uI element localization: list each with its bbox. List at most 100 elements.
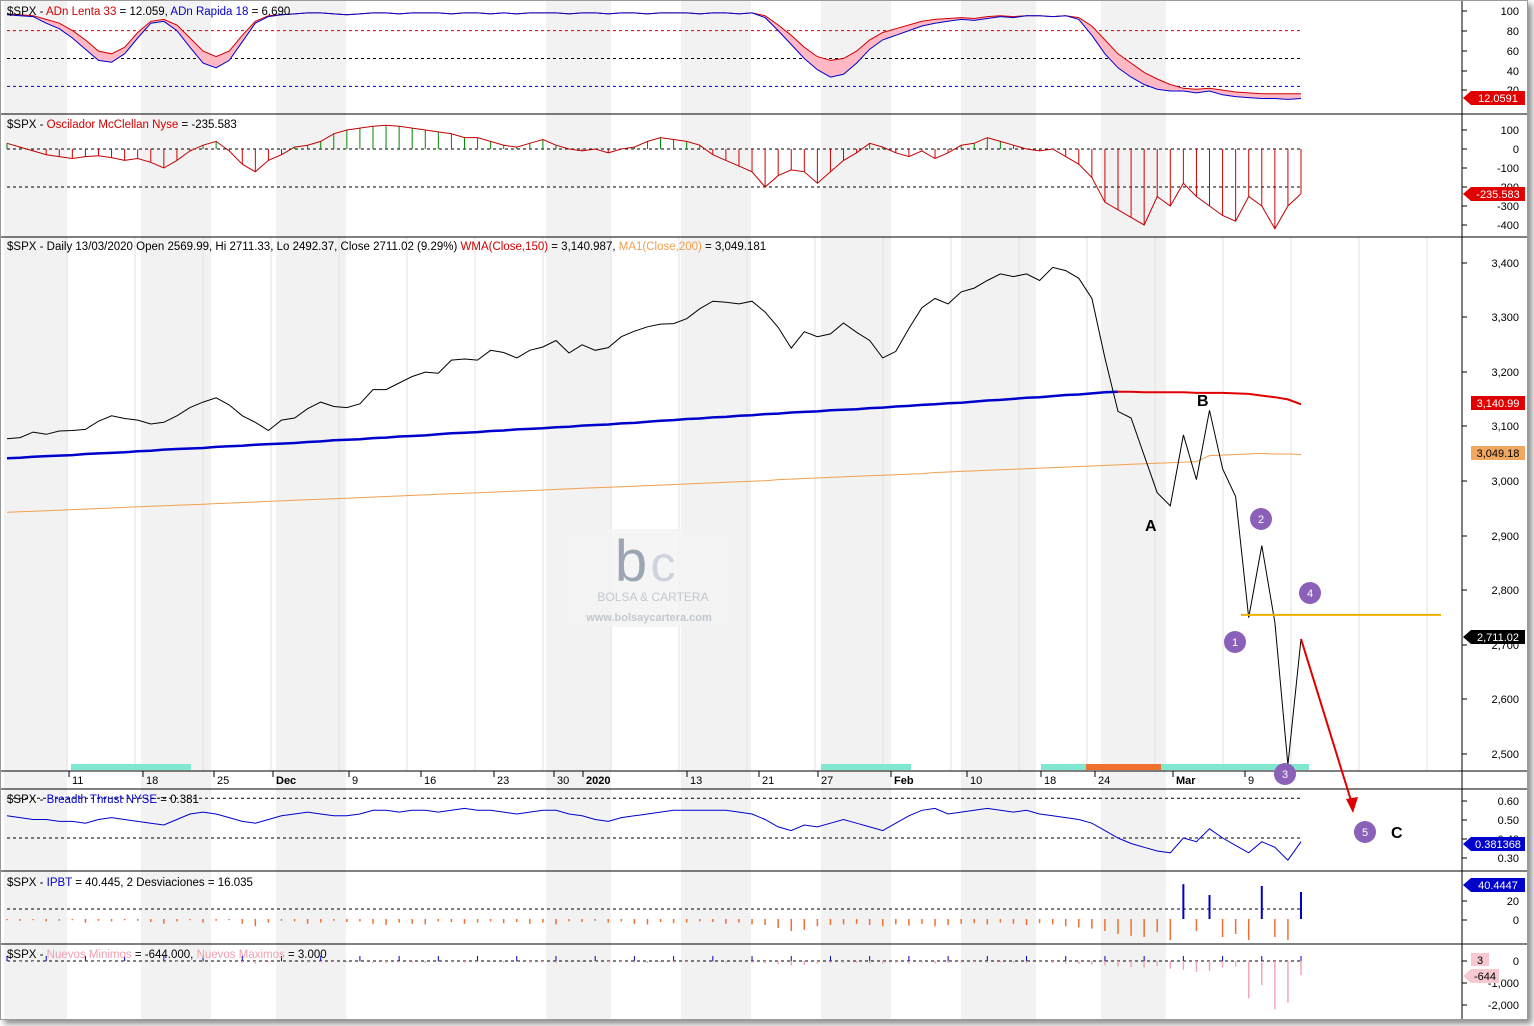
label-wave-a: A [1145,518,1157,535]
date-tick-label: 30 [557,775,569,787]
wave-marker-label: 1 [1232,637,1238,649]
adn-badge: 12.0591 [1463,91,1525,105]
date-tick-label: 9 [1248,775,1254,787]
svg-text:12.0591: 12.0591 [1478,93,1518,105]
nuevos-badges: 3 -644 [1463,953,1499,983]
watermark-name: BOLSA & CARTERA [597,590,708,604]
svg-text:-644: -644 [1474,971,1496,983]
price-line [6,266,1302,766]
nuevos-tick-label: 0 [1513,956,1519,968]
price-tick-label: 3,100 [1491,421,1519,433]
price-panel [6,266,1441,813]
mcclellan-badge: -235.583 [1463,187,1525,201]
period-highlight-bar [1086,764,1161,770]
watermark-logo-b: b [615,529,647,594]
mcclellan-panel [6,124,1302,230]
mcclellan-tick-label: 100 [1501,125,1519,137]
date-tick-label: 2020 [586,775,610,787]
nuevos-panel [6,956,1302,1010]
nuevos-tick-label: -2,000 [1488,1000,1519,1012]
svg-text:-235.583: -235.583 [1476,189,1519,201]
breadth-tick-label: 0.30 [1498,853,1519,865]
watermark: b c BOLSA & CARTERA www.bolsaycartera.co… [563,529,733,627]
wave-marker-2: 2 [1250,508,1272,530]
date-tick-label: 13 [690,775,702,787]
period-highlight-bar [1041,764,1091,770]
ma200-line [6,452,1302,513]
price-tick-label: 3,000 [1491,476,1519,488]
period-highlight-bar [71,764,191,770]
week-stripe [141,1,211,1019]
svg-text:0.381368: 0.381368 [1475,839,1521,851]
close-badge: 2,711.02 [1463,630,1525,644]
adn-title: $SPX - ADn Lenta 33 = 12.059, ADn Rapida… [7,6,290,18]
svg-text:3,049.18: 3,049.18 [1477,448,1520,460]
wave-marker-circle [1250,508,1272,530]
wave-marker-3: 3 [1274,763,1296,785]
wave-marker-1: 1 [1224,631,1246,653]
price-tick-label: 2,900 [1491,531,1519,543]
week-stripe [276,1,346,1019]
mcclellan-tick-label: 0 [1513,144,1519,156]
wave-marker-label: 5 [1362,827,1368,839]
ma-badge: 3,049.18 [1471,446,1525,460]
wma150-line-recent [1118,390,1302,406]
week-stripe [681,1,751,1019]
week-stripe [961,1,1036,1019]
wave-marker-4: 4 [1299,582,1321,604]
date-tick-label: 10 [970,775,982,787]
projection-arrow-head [1346,797,1358,813]
adn-tick-label: 40 [1507,66,1519,78]
adn-tick-label: 100 [1501,6,1519,18]
week-stripe [821,1,891,1019]
svg-text:3: 3 [1477,955,1483,967]
adn-rapida-line [6,12,1302,100]
label-wave-b: B [1197,393,1209,410]
date-tick-label: Mar [1176,775,1196,787]
mcclellan-tick-label: -400 [1497,220,1519,232]
svg-text:40.4447: 40.4447 [1478,880,1518,892]
price-tick-label: 2,800 [1491,585,1519,597]
date-tick-label: 9 [352,775,358,787]
period-highlight-bar [821,764,911,770]
date-tick-label: 11 [72,775,83,787]
date-tick-label: 25 [217,775,229,787]
wave-marker-circle [1354,821,1376,843]
date-tick-label: 24 [1098,775,1110,787]
mcclellan-tick-label: -100 [1497,163,1519,175]
label-wave-c: C [1391,825,1403,842]
week-stripe [546,1,611,1019]
breadth-badge: 0.381368 [1463,837,1525,851]
wave-marker-circle [1299,582,1321,604]
price-title: $SPX - Daily 13/03/2020 Open 2569.99, Hi… [7,241,766,253]
date-tick-label: 18 [1044,775,1056,787]
wave-marker-label: 2 [1258,514,1264,526]
price-tick-label: 2,600 [1491,694,1519,706]
wave-marker-circle [1274,763,1296,785]
week-stripe [1101,1,1166,1019]
ipbt-tick-label: 0 [1513,915,1519,927]
wma-badge: 3,140.99 [1471,396,1525,410]
mcclellan-line [6,124,1302,230]
projection-arrow-line [1300,638,1354,808]
price-tick-label: 2,500 [1491,749,1519,761]
wave-marker-5: 5 [1354,821,1376,843]
breadth-title: $SPX - Breadth Thrust NYSE = 0.381 [7,794,199,806]
date-tick-label: Feb [894,775,914,787]
price-tick-label: 3,300 [1491,312,1519,324]
ipbt-title: $SPX - IPBT = 40.445, 2 Desviaciones = 1… [7,877,253,889]
adn-tick-label: 80 [1507,26,1519,38]
period-highlight-bar [1161,764,1309,770]
date-tick-label: Dec [276,775,296,787]
wave-marker-circle [1224,631,1246,653]
ipbt-panel [6,884,1302,940]
wma150-line [6,390,1119,460]
wave-marker-label: 4 [1307,588,1313,600]
price-tick-label: 3,400 [1491,258,1519,270]
ipbt-tick-label: 20 [1507,896,1519,908]
mcclellan-tick-label: -300 [1497,201,1519,213]
axes-layer: 100806040201000-100-200-300-4003,4003,30… [68,6,1519,1012]
